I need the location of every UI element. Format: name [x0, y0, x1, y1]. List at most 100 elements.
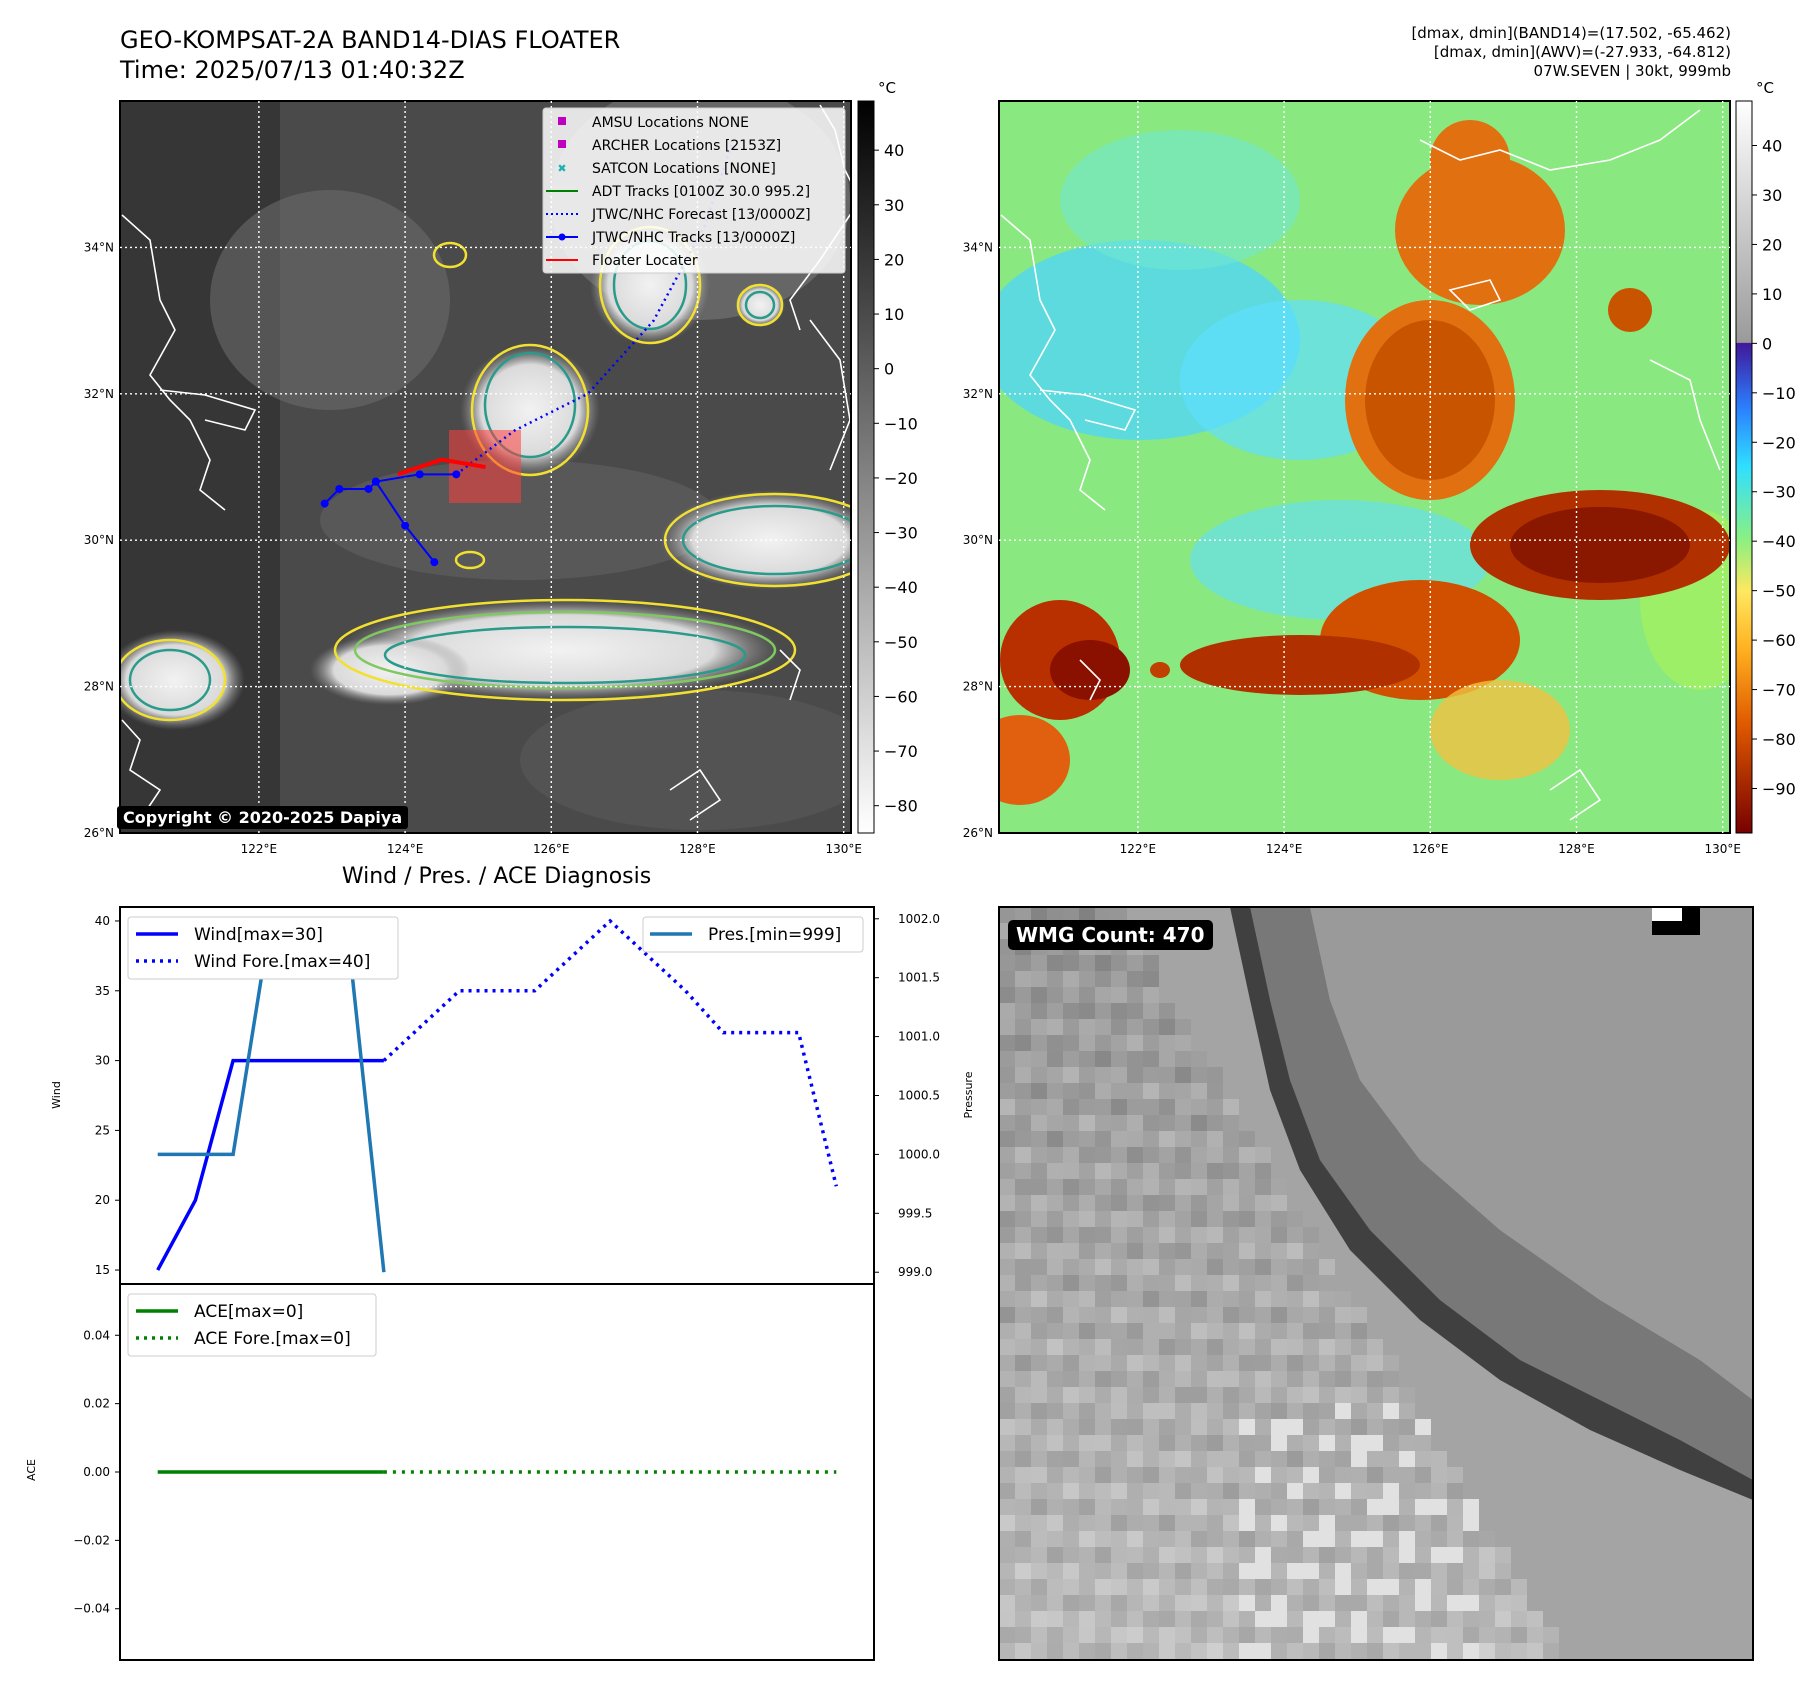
wmg-cell — [1031, 1563, 1047, 1579]
wmg-cell — [1015, 1179, 1031, 1195]
wmg-cell — [1223, 1467, 1239, 1483]
wmg-cell — [1479, 1643, 1495, 1659]
wmg-cell — [1383, 1531, 1399, 1547]
wmg-cell — [1303, 1419, 1319, 1435]
wmg-cell — [1031, 1147, 1047, 1163]
wmg-cell — [1047, 1531, 1063, 1547]
wmg-cell — [1159, 1099, 1175, 1115]
wmg-cell — [1287, 1339, 1303, 1355]
wmg-cell — [1239, 1147, 1255, 1163]
legend-label: Pres.[min=999] — [708, 925, 841, 945]
wmg-cell — [1207, 1595, 1223, 1611]
wmg-cell — [1271, 1243, 1287, 1259]
wmg-cell — [1095, 1275, 1111, 1291]
wmg-cell — [1079, 987, 1095, 1003]
wmg-cell — [999, 1659, 1015, 1660]
wmg-cell — [1047, 1611, 1063, 1627]
colorbar-tick-label: −80 — [884, 797, 918, 816]
wmg-cell — [1255, 1275, 1271, 1291]
wmg-cell — [1255, 1483, 1271, 1499]
wmg-cell — [1223, 1243, 1239, 1259]
wmg-cell — [1191, 1163, 1207, 1179]
wmg-cell — [1191, 1307, 1207, 1323]
lat-tick-label: 32°N — [84, 387, 114, 401]
wmg-cell — [1015, 1451, 1031, 1467]
wmg-cell — [1047, 1355, 1063, 1371]
wmg-cell — [1159, 1275, 1175, 1291]
wmg-cell — [1399, 1579, 1415, 1595]
ace-ytick-label: 0.02 — [83, 1397, 110, 1411]
wmg-cell — [1191, 1115, 1207, 1131]
ace-ytick-label: −0.02 — [73, 1533, 110, 1547]
wmg-cell — [1335, 1387, 1351, 1403]
wmg-cell — [1047, 1259, 1063, 1275]
pres-legend: Pres.[min=999] — [642, 916, 864, 953]
wmg-cell — [999, 1211, 1015, 1227]
wmg-cell — [999, 1019, 1015, 1035]
colorbar-tick-label: −20 — [1762, 433, 1796, 452]
wmg-cell — [1095, 1323, 1111, 1339]
wmg-cell — [1015, 1355, 1031, 1371]
wmg-cell — [1271, 1259, 1287, 1275]
wmg-cell — [1207, 1163, 1223, 1179]
wmg-cell — [1159, 1291, 1175, 1307]
colorbar-tick-label: −70 — [1762, 681, 1796, 700]
wmg-cell — [1143, 1307, 1159, 1323]
wmg-cell — [1143, 1003, 1159, 1019]
wind-ytick-label: 25 — [95, 1123, 110, 1137]
wmg-cell — [1319, 1307, 1335, 1323]
wmg-cell — [999, 1339, 1015, 1355]
wmg-cell — [1127, 1083, 1143, 1099]
wmg-cell — [1367, 1435, 1383, 1451]
wmg-cell — [1335, 1499, 1351, 1515]
wmg-cell — [1303, 1547, 1319, 1563]
wmg-cell — [1175, 1611, 1191, 1627]
wmg-cell — [1127, 1147, 1143, 1163]
lon-tick-label: 122°E — [241, 842, 278, 856]
wmg-cell — [1223, 1323, 1239, 1339]
wmg-cell — [1063, 987, 1079, 1003]
wmg-cell — [999, 1259, 1015, 1275]
legend-label: Wind Fore.[max=40] — [194, 952, 370, 972]
wmg-cell — [1063, 1131, 1079, 1147]
wmg-cell — [1063, 1627, 1079, 1643]
wmg-cell — [1063, 1499, 1079, 1515]
wmg-cell — [1367, 1387, 1383, 1403]
wmg-cell — [1063, 1179, 1079, 1195]
wmg-cell — [1303, 1371, 1319, 1387]
wmg-cell — [1399, 1451, 1415, 1467]
wmg-cell — [1335, 1371, 1351, 1387]
wmg-cell — [1255, 1595, 1271, 1611]
wmg-cell — [1095, 1163, 1111, 1179]
wmg-cell — [1015, 1387, 1031, 1403]
wmg-cell — [1175, 1403, 1191, 1419]
wmg-cell — [1223, 1147, 1239, 1163]
wmg-cell — [1159, 1211, 1175, 1227]
legend-label: Floater Locater — [592, 253, 698, 269]
awv-image — [999, 101, 1730, 833]
wmg-cell — [1063, 1323, 1079, 1339]
wmg-cell — [1287, 1563, 1303, 1579]
wmg-cell — [1223, 1403, 1239, 1419]
wmg-cell — [1447, 1595, 1463, 1611]
wmg-cell — [1431, 1499, 1447, 1515]
wmg-cell — [1271, 1355, 1287, 1371]
wmg-cell — [1127, 955, 1143, 971]
wmg-cell — [1319, 1627, 1335, 1643]
wmg-cell — [1079, 1531, 1095, 1547]
wmg-panel — [998, 906, 1754, 1661]
pressure-ytick-label: 1000.5 — [898, 1089, 940, 1103]
wmg-cell — [1143, 1211, 1159, 1227]
wmg-cell — [1239, 1179, 1255, 1195]
wmg-cell — [1319, 1467, 1335, 1483]
wmg-cell — [1143, 1643, 1159, 1659]
wmg-cell — [1319, 1611, 1335, 1627]
wmg-cell — [1207, 1403, 1223, 1419]
wmg-cell — [999, 1531, 1015, 1547]
wmg-cell — [1111, 1547, 1127, 1563]
wmg-cell — [1255, 1611, 1271, 1627]
wmg-cell — [1175, 1387, 1191, 1403]
wmg-cell — [999, 1147, 1015, 1163]
wmg-cell — [1047, 1435, 1063, 1451]
wmg-cell — [1095, 1099, 1111, 1115]
